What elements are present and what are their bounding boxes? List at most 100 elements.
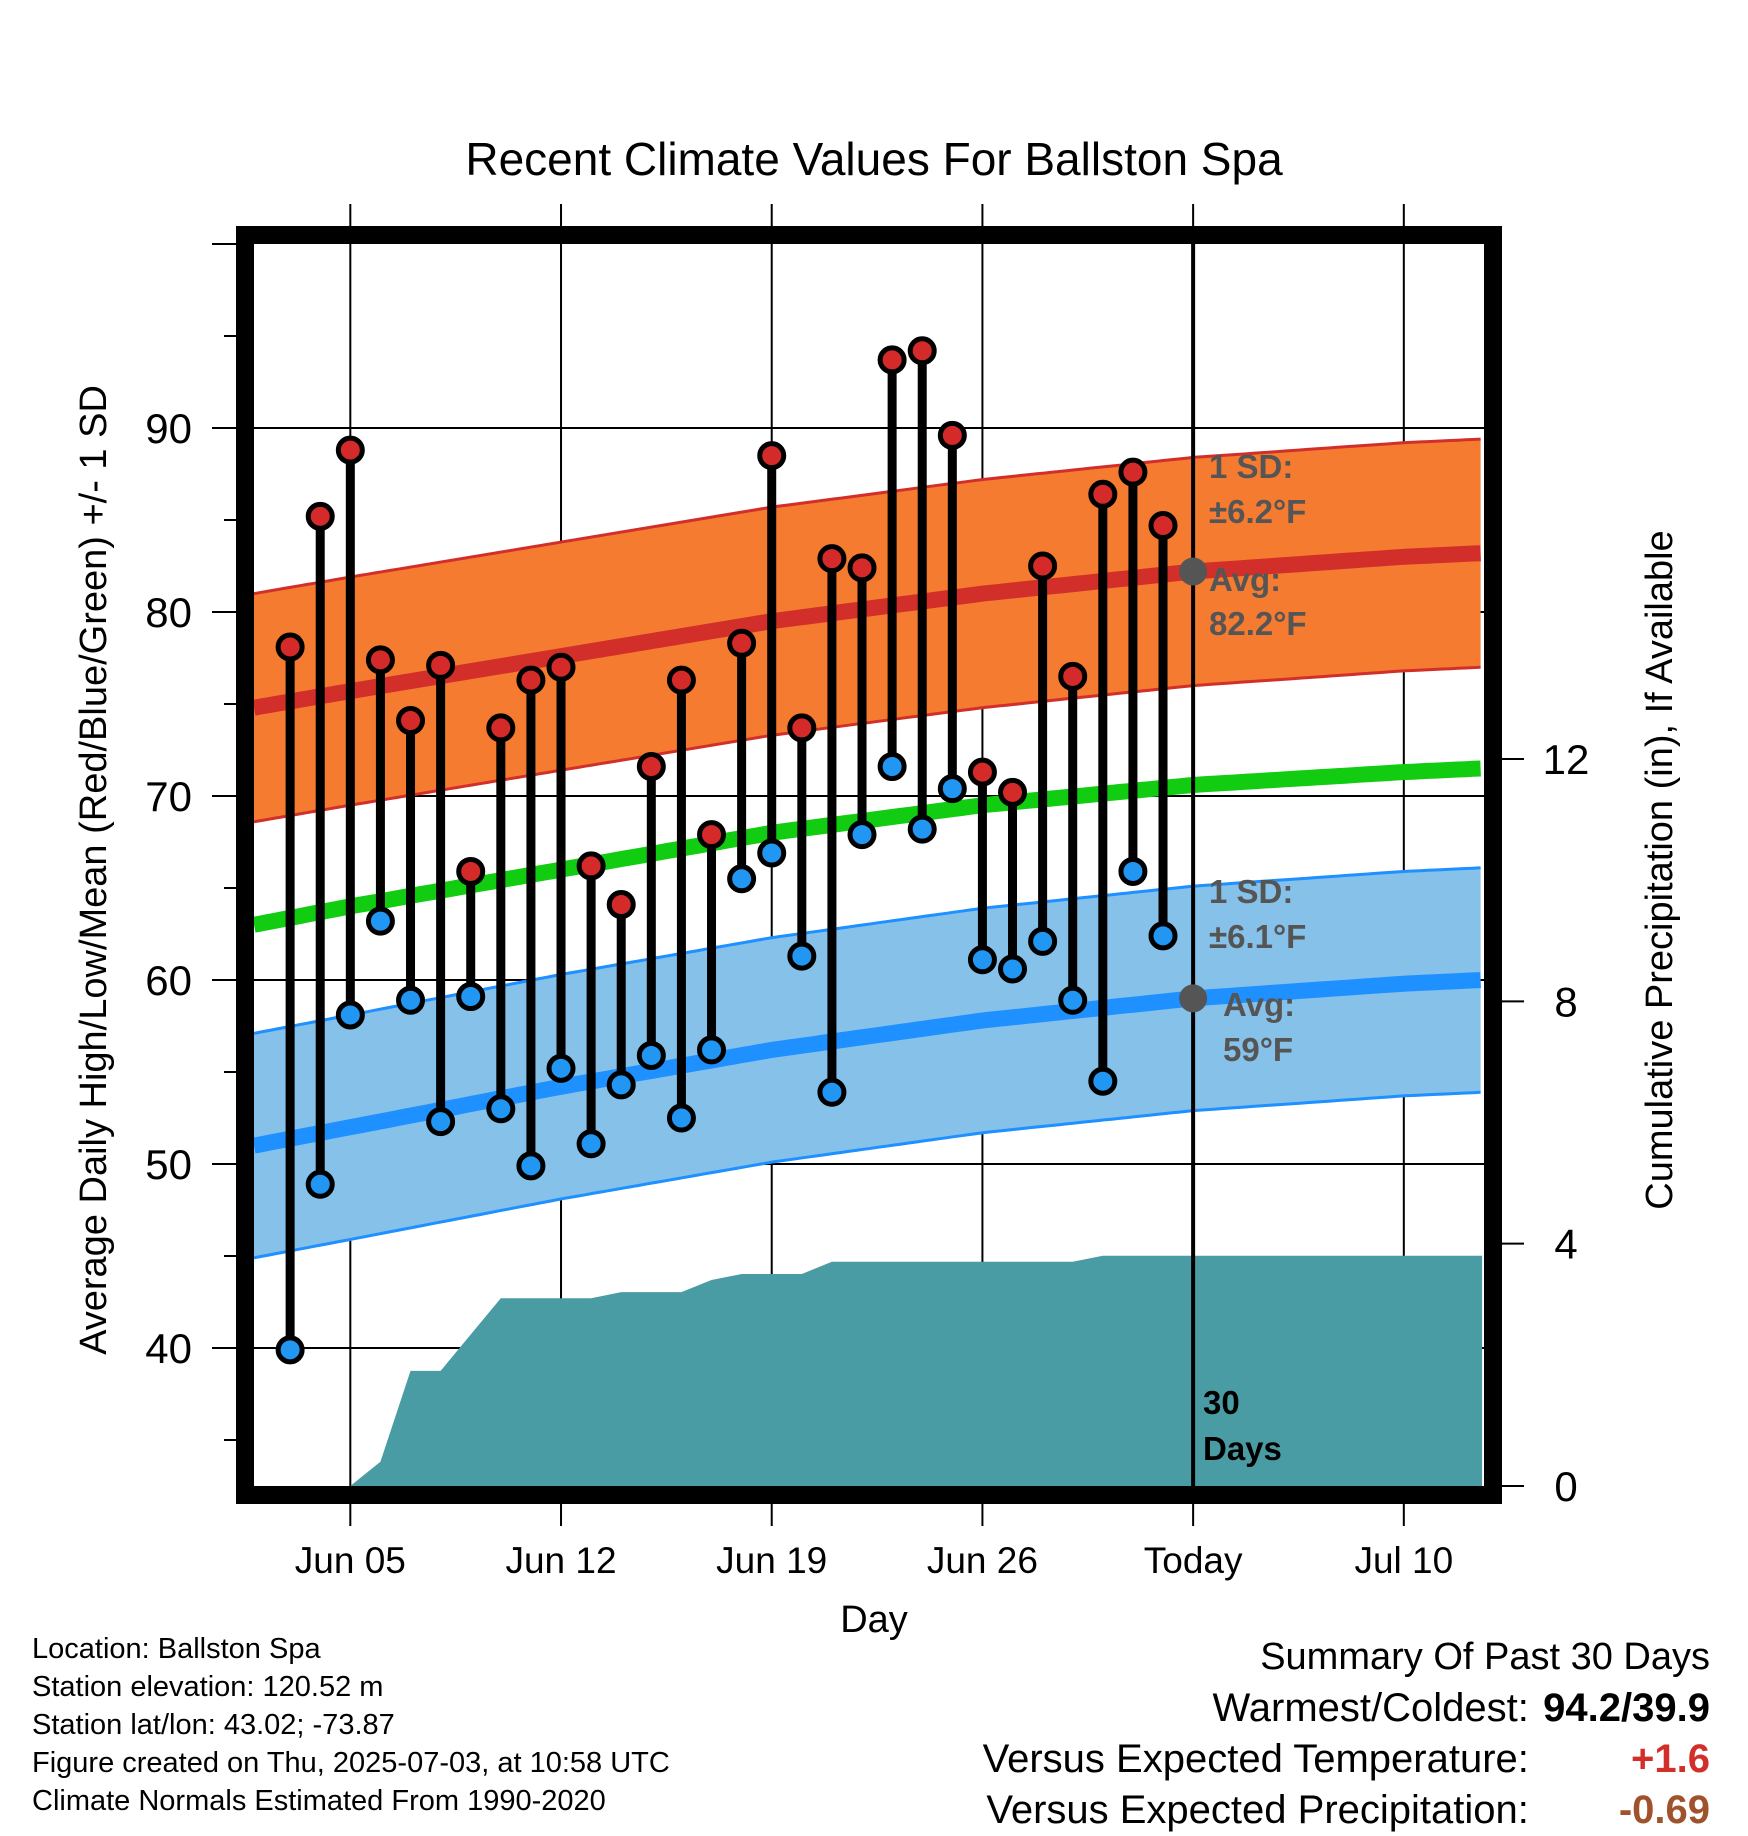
y2-tick-label: 4 xyxy=(1554,1221,1577,1268)
elevation-text: Station elevation: 120.52 m xyxy=(32,1671,384,1703)
x-tick-label: Jun 05 xyxy=(295,1540,406,1581)
daily-high-point xyxy=(697,820,727,850)
daily-low-point xyxy=(1148,921,1178,951)
y-tick-label: 80 xyxy=(145,589,192,636)
daily-low-point xyxy=(426,1107,456,1137)
daily-low-point xyxy=(787,941,817,971)
daily-low-point xyxy=(967,945,997,975)
daily-high-point xyxy=(847,553,877,583)
daily-low-point xyxy=(697,1035,727,1065)
y2-tick-label: 8 xyxy=(1554,978,1577,1025)
x-axis-label: Day xyxy=(840,1599,908,1641)
daily-low-point xyxy=(606,1070,636,1100)
low-sd-label: 1 SD: xyxy=(1209,873,1293,910)
daily-low-point xyxy=(275,1335,305,1365)
plot-border xyxy=(236,226,1502,1504)
x-tick-label: Jun 12 xyxy=(505,1540,616,1581)
precip-area-group xyxy=(350,1255,1483,1486)
annotations: 1 SD: ±6.2°F Avg: 82.2°F 1 SD: ±6.1°F Avg: 59°F… xyxy=(1203,448,1307,1467)
daily-high-point xyxy=(305,501,335,531)
daily-low-point xyxy=(546,1053,576,1083)
low-sd-band-lower xyxy=(253,1090,1481,1260)
normal-high-line xyxy=(252,545,1481,716)
x-tick-label: Jun 19 xyxy=(716,1540,827,1581)
low-avg-value: 59°F xyxy=(1223,1031,1293,1068)
normal-low-line xyxy=(252,972,1481,1154)
daily-low-point xyxy=(937,774,967,804)
daily-high-point xyxy=(1058,661,1088,691)
days-unit-label: Days xyxy=(1203,1430,1282,1467)
daily-high-point xyxy=(666,665,696,695)
high-sd-value: ±6.2°F xyxy=(1209,493,1306,530)
daily-high-point xyxy=(365,645,395,675)
normals-text: Climate Normals Estimated From 1990-2020 xyxy=(32,1785,606,1817)
daily-low-point xyxy=(1118,856,1148,886)
daily-high-point xyxy=(1028,551,1058,581)
daily-low-point xyxy=(727,864,757,894)
location-text: Location: Ballston Spa xyxy=(32,1633,321,1665)
summary-precip-row: Versus Expected Precipitation: -0.69 xyxy=(983,1785,1710,1836)
daily-high-point xyxy=(546,652,576,682)
daily-high-point xyxy=(877,345,907,375)
summary-warmest-row: Warmest/Coldest: 94.2/39.9 xyxy=(983,1683,1711,1734)
daily-high-point xyxy=(757,441,787,471)
daily-low-point xyxy=(1088,1066,1118,1096)
daily-low-point xyxy=(396,985,426,1015)
low-avg-label: Avg: xyxy=(1223,986,1295,1023)
latlon-text: Station lat/lon: 43.02; -73.87 xyxy=(32,1709,395,1741)
days-count-label: 30 xyxy=(1203,1384,1240,1421)
daily-low-point xyxy=(877,752,907,782)
high-sd-band-upper xyxy=(253,437,1481,596)
daily-high-point xyxy=(516,665,546,695)
normal-mean-line xyxy=(252,760,1481,933)
precip-diff-value: -0.69 xyxy=(1618,1788,1710,1832)
daily-high-point xyxy=(426,650,456,680)
y-tick-label: 40 xyxy=(145,1325,192,1372)
daily-low-point xyxy=(636,1040,666,1070)
y-axis-label: Average Daily High/Low/Mean (Red/Blue/Gr… xyxy=(73,385,115,1355)
daily-low-point xyxy=(576,1129,606,1159)
temp-diff-label: Versus Expected Temperature: xyxy=(982,1737,1529,1781)
high-avg-label: Avg: xyxy=(1209,561,1281,598)
y2-tick-label: 0 xyxy=(1554,1463,1577,1510)
y2-tick-label: 12 xyxy=(1543,736,1590,783)
daily-low-point xyxy=(1028,926,1058,956)
high-avg-value: 82.2°F xyxy=(1209,605,1307,642)
low-sd-band xyxy=(254,867,1481,1258)
summary-panel: Summary Of Past 30 Days Warmest/Coldest:… xyxy=(983,1632,1710,1836)
high-sd-label: 1 SD: xyxy=(1209,448,1293,485)
y2-axis-label: Cumulative Precipitation (in), If Availa… xyxy=(1639,530,1681,1209)
daily-low-point xyxy=(486,1094,516,1124)
temp-diff-value: +1.6 xyxy=(1631,1737,1710,1781)
daily-high-point xyxy=(907,336,937,366)
axes: Jun 05 Jun 12 Jun 19 Jun 26 Today Jul 1040506… xyxy=(145,204,1589,1581)
daily-low-point xyxy=(516,1151,546,1181)
daily-low-point xyxy=(1058,985,1088,1015)
created-text: Figure created on Thu, 2025-07-03, at 10… xyxy=(32,1747,670,1779)
y-tick-label: 70 xyxy=(145,773,192,820)
daily-low-point xyxy=(365,906,395,936)
daily-high-point xyxy=(998,777,1028,807)
today-low-avg-dot xyxy=(1179,984,1208,1013)
high-sd-band-lower xyxy=(253,665,1481,824)
daily-low-point xyxy=(757,838,787,868)
daily-high-point xyxy=(606,890,636,920)
daily-high-point xyxy=(335,435,365,465)
daily-high-point xyxy=(576,851,606,881)
daily-low-point xyxy=(335,1000,365,1030)
summary-temp-row: Versus Expected Temperature: +1.6 xyxy=(983,1734,1710,1785)
x-tick-label: Jul 10 xyxy=(1354,1540,1453,1581)
x-tick-label: Jun 26 xyxy=(927,1540,1038,1581)
summary-heading: Summary Of Past 30 Days xyxy=(1260,1636,1710,1678)
daily-low-point xyxy=(817,1077,847,1107)
daily-high-point xyxy=(727,628,757,658)
x-tick-label: Today xyxy=(1144,1540,1243,1581)
daily-high-point xyxy=(396,706,426,736)
today-marker xyxy=(1179,244,1208,1486)
daily-high-point xyxy=(1118,457,1148,487)
y-tick-label: 60 xyxy=(145,957,192,1004)
daily-high-point xyxy=(967,757,997,787)
daily-high-point xyxy=(275,632,305,662)
observations xyxy=(275,336,1178,1365)
daily-low-point xyxy=(456,982,486,1012)
